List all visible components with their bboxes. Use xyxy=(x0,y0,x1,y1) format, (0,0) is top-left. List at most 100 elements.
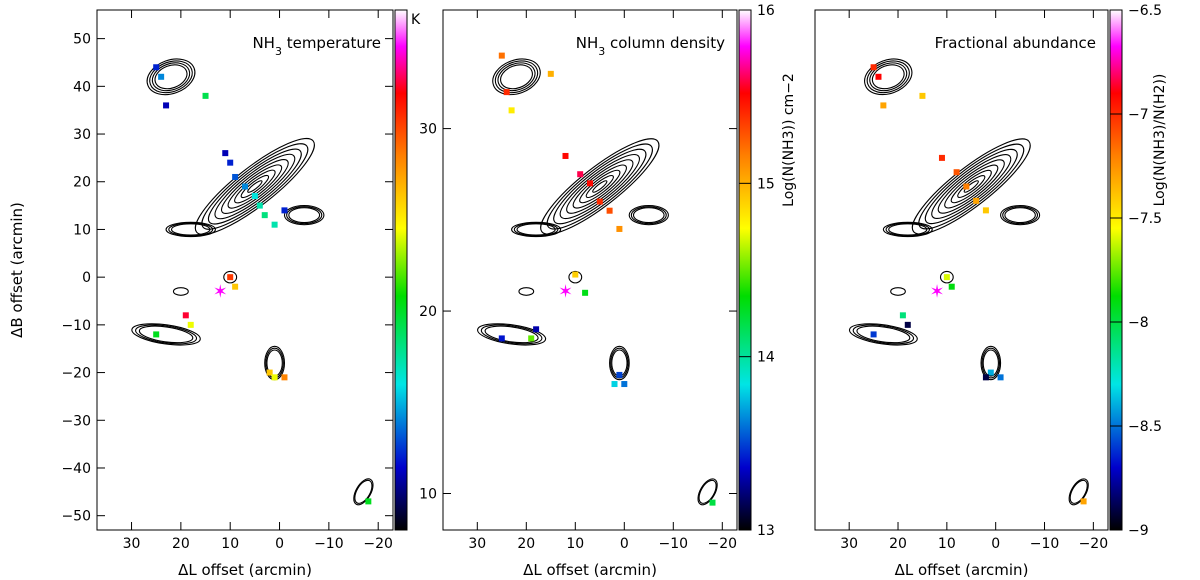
panel-title: NH3 column density xyxy=(576,34,725,58)
contour xyxy=(492,58,541,96)
y-tick-label: −50 xyxy=(61,509,91,525)
data-point xyxy=(606,207,613,214)
data-point xyxy=(938,154,945,161)
x-tick-label: 30 xyxy=(468,536,486,552)
data-point xyxy=(953,169,960,176)
data-point xyxy=(616,371,623,378)
contour xyxy=(888,223,928,236)
contour xyxy=(585,174,614,199)
contour xyxy=(982,349,999,377)
contours xyxy=(477,58,718,506)
contour xyxy=(1004,207,1036,224)
data-point xyxy=(621,381,628,388)
data-point xyxy=(232,173,239,180)
data-point xyxy=(875,73,882,80)
data-point xyxy=(365,498,372,505)
contour xyxy=(939,270,954,284)
contour xyxy=(149,60,193,94)
data-point xyxy=(271,374,278,381)
data-point xyxy=(982,374,989,381)
data-point xyxy=(997,374,1004,381)
data-point xyxy=(158,73,165,80)
contour xyxy=(866,60,910,94)
data-point xyxy=(880,102,887,109)
contour xyxy=(201,143,309,230)
contour xyxy=(540,138,660,235)
colorbar-tick-label: 13 xyxy=(757,523,775,539)
contour xyxy=(131,323,201,346)
contour xyxy=(165,221,216,238)
data-point xyxy=(899,312,906,319)
panel-title: NH3 temperature xyxy=(252,34,381,58)
contour xyxy=(135,324,198,345)
y-tick-label: −30 xyxy=(61,413,91,429)
contour xyxy=(286,206,323,225)
data-point xyxy=(256,202,263,209)
data-point xyxy=(251,193,258,200)
contour xyxy=(848,323,918,346)
x-tick-label: 30 xyxy=(840,536,858,552)
contour xyxy=(247,180,263,193)
data-point xyxy=(266,369,273,376)
contour xyxy=(579,169,621,204)
contour xyxy=(146,58,196,96)
data-point xyxy=(202,92,209,99)
data-point xyxy=(281,374,288,381)
star-marker: ✶ xyxy=(558,281,573,302)
contour xyxy=(170,223,211,236)
data-point xyxy=(498,52,505,59)
contour xyxy=(516,223,556,236)
contour xyxy=(484,325,539,344)
colorbar-tick-label: −7.5 xyxy=(1128,211,1162,227)
data-point xyxy=(222,150,229,157)
data-point xyxy=(498,335,505,342)
plot-frame xyxy=(814,9,1109,531)
contour xyxy=(172,287,189,296)
contour xyxy=(1068,478,1089,506)
contour xyxy=(869,62,908,92)
colorbar-label: K xyxy=(411,12,421,28)
contour xyxy=(477,323,547,346)
data-point xyxy=(572,271,579,278)
panel-2: ✶ 30 20 10 0 −10 −20 10 20 30 ΔL offset (arcmin) NH… xyxy=(419,3,797,579)
colorbar-tick-label: −6.5 xyxy=(1128,3,1162,19)
contour xyxy=(628,205,669,226)
contour xyxy=(283,205,325,226)
contour xyxy=(500,64,533,90)
y-tick-label: −40 xyxy=(61,461,91,477)
data-point xyxy=(982,207,989,214)
contours xyxy=(848,58,1089,506)
data-point xyxy=(562,152,569,159)
y-tick-label: −20 xyxy=(61,366,91,382)
contour xyxy=(494,60,539,94)
contour xyxy=(963,180,979,193)
contour xyxy=(852,324,915,345)
contour xyxy=(572,164,627,209)
plot-frame xyxy=(442,9,738,531)
data-points xyxy=(870,64,1087,505)
contour xyxy=(592,180,608,193)
x-tick-label: −20 xyxy=(1079,536,1109,552)
data-point xyxy=(587,180,593,187)
contour xyxy=(546,143,653,230)
star-marker: ✶ xyxy=(930,281,945,302)
data-point xyxy=(187,321,194,328)
y-tick-label: 30 xyxy=(73,127,91,143)
contour xyxy=(288,207,321,224)
data-point xyxy=(973,197,980,204)
contour xyxy=(223,270,238,284)
data-point xyxy=(281,207,288,214)
data-point xyxy=(163,102,170,109)
data-point xyxy=(227,159,234,166)
data-points xyxy=(153,64,372,505)
colorbar-tick-label: 15 xyxy=(757,176,775,192)
contour xyxy=(864,58,913,96)
contour xyxy=(632,207,665,224)
x-axis-label: ΔL offset (arcmin) xyxy=(895,561,1029,579)
colorbar-tick-label: −8.5 xyxy=(1128,419,1162,435)
y-axis-label: ΔB offset (arcmin) xyxy=(8,202,26,338)
x-tick-label: −20 xyxy=(708,536,738,552)
contour xyxy=(353,478,374,506)
panel-3: ✶ 30 20 10 0 −10 −20 ΔL offset (arcmin) Fraction… xyxy=(814,3,1168,579)
colorbar-label: Log(N(NH3)/N(H2)) xyxy=(1152,74,1168,207)
